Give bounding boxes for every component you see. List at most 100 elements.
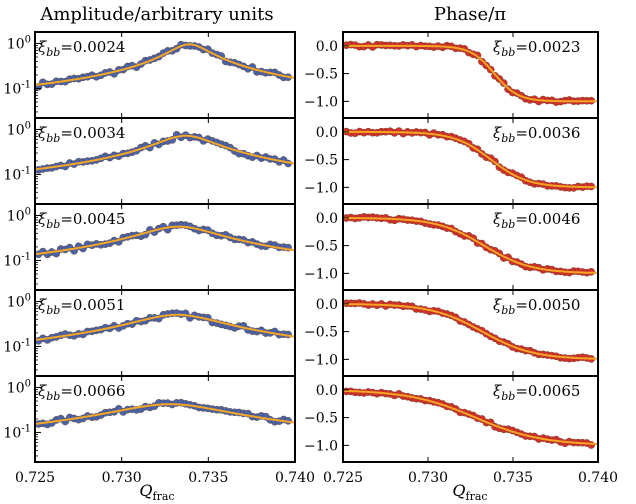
xi-subscript: bb bbox=[46, 390, 60, 403]
xi-subscript: bb bbox=[46, 218, 60, 231]
amplitude-panel-5: 0.725 0.730 0.735 0.740 100 10-1 ξbb=0.0066 bbox=[3, 375, 315, 486]
xi-value: =0.0065 bbox=[515, 382, 580, 400]
phase-fit-line bbox=[343, 44, 598, 103]
y-tick-exponent: -1 bbox=[21, 251, 31, 262]
xi-subscript: bb bbox=[501, 304, 515, 317]
xi-value: =0.0046 bbox=[515, 210, 580, 228]
xi-subscript: bb bbox=[46, 132, 60, 145]
x-axis-label-left: Qfrac bbox=[139, 481, 174, 503]
phase-xi-annotation: ξbb=0.0023 bbox=[493, 38, 580, 59]
xi-symbol: ξ bbox=[493, 38, 502, 56]
y-tick-label: −0.5 bbox=[304, 411, 338, 427]
xi-subscript: bb bbox=[501, 218, 515, 231]
amplitude-xi-annotation: ξbb=0.0045 bbox=[38, 210, 125, 231]
phase-xi-annotation: ξbb=0.0046 bbox=[493, 210, 580, 231]
xi-value: =0.0024 bbox=[60, 38, 125, 56]
amplitude-xi-annotation: ξbb=0.0066 bbox=[38, 382, 125, 403]
x-axis-label-main: Q bbox=[452, 481, 465, 500]
y-tick-exponent: -1 bbox=[21, 423, 31, 434]
phase-xi-annotation: ξbb=0.0065 bbox=[493, 382, 580, 403]
xi-value: =0.0045 bbox=[60, 210, 125, 228]
y-tick-label: −0.5 bbox=[304, 153, 338, 169]
y-tick-label: 100 bbox=[7, 34, 31, 52]
x-tick-label: 0.740 bbox=[578, 470, 618, 486]
y-tick-label: 10-1 bbox=[3, 337, 31, 355]
xi-subscript: bb bbox=[501, 390, 515, 403]
xi-symbol: ξ bbox=[38, 124, 47, 142]
phase-xi-annotation: ξbb=0.0050 bbox=[493, 296, 580, 317]
y-tick-label: −1.0 bbox=[304, 180, 338, 196]
xi-symbol: ξ bbox=[493, 210, 502, 228]
y-tick-label: 100 bbox=[7, 206, 31, 224]
phase-panel-1: 0.0 −0.5 −1.0 ξbb=0.0023 bbox=[304, 31, 599, 119]
xi-value: =0.0050 bbox=[515, 296, 580, 314]
amplitude-panel-4: 100 10-1 ξbb=0.0051 bbox=[3, 289, 296, 377]
y-tick-label: 0.0 bbox=[316, 125, 338, 141]
phase-panel-2: 0.0 −0.5 −1.0 ξbb=0.0036 bbox=[304, 117, 599, 205]
xi-symbol: ξ bbox=[38, 296, 47, 314]
y-tick-exponent: -1 bbox=[21, 79, 31, 90]
y-tick-label: 0.0 bbox=[316, 297, 338, 313]
xi-subscript: bb bbox=[46, 304, 60, 317]
x-axis-label-sub: frac bbox=[466, 490, 488, 503]
y-tick-label: −1.0 bbox=[304, 266, 338, 282]
xi-symbol: ξ bbox=[493, 296, 502, 314]
y-tick-exponent: 0 bbox=[25, 292, 31, 303]
y-tick-label: −0.5 bbox=[304, 325, 338, 341]
phase-fit-line bbox=[343, 130, 598, 189]
amplitude-fit-line bbox=[34, 43, 296, 86]
xi-value: =0.0034 bbox=[60, 124, 125, 142]
amplitude-fit-line bbox=[34, 313, 296, 341]
xi-symbol: ξ bbox=[493, 124, 502, 142]
phase-column-title: Phase/π bbox=[434, 4, 506, 25]
y-tick-exponent: -1 bbox=[21, 337, 31, 348]
xi-symbol: ξ bbox=[38, 210, 47, 228]
xi-symbol: ξ bbox=[38, 38, 47, 56]
y-tick-label: 10-1 bbox=[3, 251, 31, 269]
x-tick-label: 0.725 bbox=[15, 470, 55, 486]
y-tick-label: 0.0 bbox=[316, 211, 338, 227]
y-tick-label: 100 bbox=[7, 292, 31, 310]
x-tick-label: 0.725 bbox=[323, 470, 363, 486]
xi-subscript: bb bbox=[46, 46, 60, 59]
xi-value: =0.0036 bbox=[515, 124, 580, 142]
panel-frame bbox=[342, 375, 599, 463]
phase-panel-5: 0.725 0.730 0.735 0.740 0.0 −0.5 −1.0 ξbb=0.006… bbox=[304, 375, 618, 486]
x-axis-label-main: Q bbox=[139, 481, 152, 500]
y-tick-label: −1.0 bbox=[304, 94, 338, 110]
amplitude-fit-line bbox=[34, 403, 296, 425]
amplitude-column-title: Amplitude/arbitrary units bbox=[39, 4, 273, 25]
y-tick-exponent: 0 bbox=[25, 120, 31, 131]
phase-panel-4: 0.0 −0.5 −1.0 ξbb=0.0050 bbox=[304, 289, 599, 377]
amplitude-xi-annotation: ξbb=0.0034 bbox=[38, 124, 125, 145]
xi-value: =0.0051 bbox=[60, 296, 125, 314]
phase-fit-line bbox=[343, 217, 598, 274]
phase-fit-line bbox=[343, 389, 598, 445]
panels: 10010-1ξbb=0.002410010-1ξbb=0.003410010-… bbox=[3, 31, 618, 486]
y-tick-label: 100 bbox=[7, 378, 31, 396]
y-tick-exponent: 0 bbox=[25, 34, 31, 45]
amplitude-xi-annotation: ξbb=0.0051 bbox=[38, 296, 125, 317]
y-tick-label: −1.0 bbox=[304, 438, 338, 454]
x-tick-label: 0.735 bbox=[188, 470, 228, 486]
y-tick-label: 0.0 bbox=[316, 383, 338, 399]
y-tick-label: −0.5 bbox=[304, 67, 338, 83]
x-tick-label: 0.730 bbox=[408, 470, 448, 486]
y-tick-exponent: -1 bbox=[21, 165, 31, 176]
amplitude-xi-annotation: ξbb=0.0024 bbox=[38, 38, 125, 59]
y-tick-label: −1.0 bbox=[304, 352, 338, 368]
amplitude-fit-line bbox=[34, 225, 296, 256]
x-tick-label: 0.730 bbox=[102, 470, 142, 486]
amplitude-fit-line bbox=[34, 134, 296, 171]
y-tick-exponent: 0 bbox=[25, 378, 31, 389]
xi-symbol: ξ bbox=[38, 382, 47, 400]
amplitude-panel-1: 100 10-1 ξbb=0.0024 bbox=[3, 31, 296, 119]
y-tick-label: 10-1 bbox=[3, 79, 31, 97]
phase-fit-line bbox=[343, 303, 599, 360]
x-axis-label-right: Qfrac bbox=[452, 481, 487, 503]
x-tick-label: 0.735 bbox=[493, 470, 533, 486]
y-tick-label: 10-1 bbox=[3, 165, 31, 183]
y-tick-label: 0.0 bbox=[316, 39, 338, 55]
xi-value: =0.0023 bbox=[515, 38, 580, 56]
